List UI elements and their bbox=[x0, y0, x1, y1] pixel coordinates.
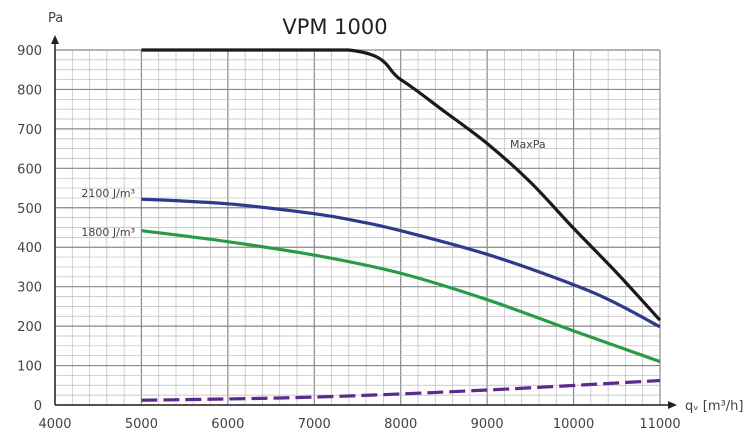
series-line-4 bbox=[141, 378, 661, 402]
x-tick-label: 6000 bbox=[211, 417, 244, 432]
y-tick-label: 700 bbox=[17, 123, 42, 138]
y-tick-label: 300 bbox=[17, 281, 42, 296]
y-axis-arrow bbox=[51, 35, 59, 44]
y-axis-label: Pa bbox=[48, 11, 63, 26]
x-tick-label: 8000 bbox=[384, 417, 417, 432]
series-label-maxpa: MaxPa bbox=[510, 138, 546, 151]
y-tick-label: 100 bbox=[17, 360, 42, 375]
x-axis-label: qᵥ [m³/h] bbox=[685, 399, 743, 414]
y-tick-label: 900 bbox=[17, 44, 42, 59]
series-lines bbox=[141, 48, 662, 402]
y-tick-label: 500 bbox=[17, 202, 42, 217]
y-tick-label: 400 bbox=[17, 241, 42, 256]
series-line-1 bbox=[141, 48, 662, 322]
chart-title: VPM 1000 bbox=[282, 15, 387, 39]
labels: MaxPa 2100 J/m³ 1800 J/m³ bbox=[81, 138, 545, 239]
x-tick-label: 5000 bbox=[125, 417, 158, 432]
axes: 4000 5000 6000 7000 8000 9000 10000 11000 0 100 20… bbox=[17, 11, 743, 432]
grid bbox=[54, 49, 661, 406]
x-tick-label: 4000 bbox=[38, 417, 71, 432]
series-label-1800: 1800 J/m³ bbox=[81, 226, 135, 239]
y-tick-label: 200 bbox=[17, 320, 42, 335]
series-label-2100: 2100 J/m³ bbox=[81, 187, 135, 200]
y-tick-label: 0 bbox=[34, 399, 42, 414]
x-tick-label: 9000 bbox=[471, 417, 504, 432]
y-tick-label: 600 bbox=[17, 162, 42, 177]
series-line-3 bbox=[141, 229, 661, 364]
x-axis-arrow bbox=[668, 401, 677, 409]
x-tick-label: 7000 bbox=[298, 417, 331, 432]
x-tick-label: 11000 bbox=[639, 417, 680, 432]
series-line-2 bbox=[141, 197, 661, 329]
x-tick-label: 10000 bbox=[553, 417, 594, 432]
y-tick-label: 800 bbox=[17, 83, 42, 98]
